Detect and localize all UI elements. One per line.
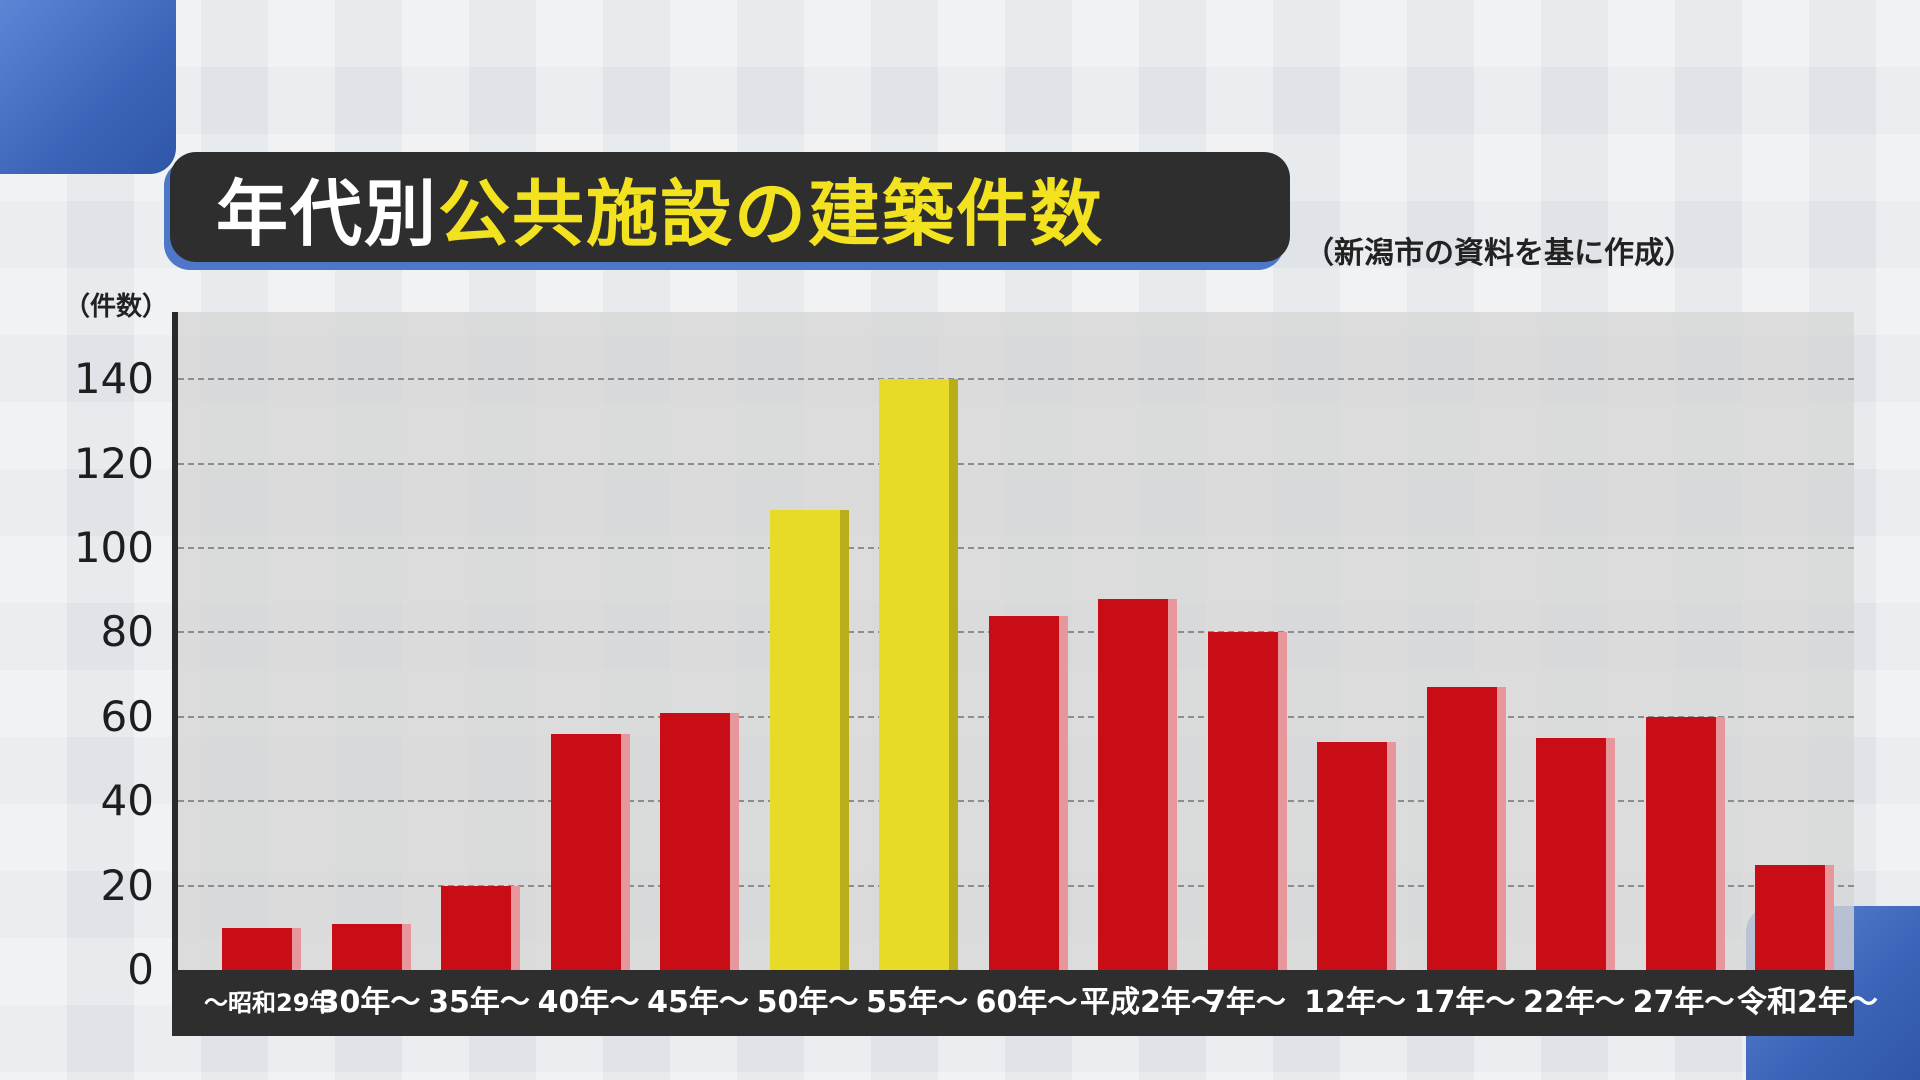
x-tick-label: 22年～ bbox=[1523, 985, 1625, 1020]
y-tick-label: 0 bbox=[127, 945, 154, 994]
bar bbox=[550, 733, 621, 970]
x-tick-label: 27年～ bbox=[1632, 985, 1735, 1020]
x-tick-label: 45年～ bbox=[647, 985, 749, 1020]
y-tick-label: 20 bbox=[100, 860, 154, 910]
x-tick-label: 50年～ bbox=[756, 985, 859, 1020]
y-tick-label: 100 bbox=[73, 523, 154, 572]
gridline bbox=[178, 462, 1854, 465]
x-tick-label: 平成2年～ bbox=[1080, 985, 1221, 1020]
corner-decoration-top-left bbox=[0, 0, 176, 174]
chart-title-white-part: 年代別 bbox=[216, 171, 439, 256]
bar bbox=[441, 885, 511, 970]
y-axis-line bbox=[172, 312, 178, 970]
bar bbox=[1755, 864, 1825, 970]
gridline bbox=[178, 547, 1854, 549]
y-tick-label: 60 bbox=[100, 691, 154, 741]
x-tick-label: 60年～ bbox=[975, 985, 1078, 1020]
x-tick-label: 7年～ bbox=[1205, 985, 1286, 1020]
bar bbox=[988, 615, 1059, 970]
y-tick-label: 140 bbox=[73, 354, 154, 404]
y-axis-unit-label: （件数） bbox=[64, 292, 169, 322]
y-tick-label: 80 bbox=[100, 607, 154, 657]
bar bbox=[879, 379, 949, 970]
bar bbox=[1098, 598, 1168, 970]
chart-title-yellow-part: 公共施設の建築件数 bbox=[438, 171, 1105, 256]
x-tick-label: 35年～ bbox=[428, 985, 530, 1020]
source-note: （新潟市の資料を基に作成） bbox=[1304, 236, 1694, 271]
bar bbox=[1207, 632, 1278, 970]
x-tick-label: 17年～ bbox=[1413, 985, 1516, 1020]
bar bbox=[769, 510, 840, 970]
bar bbox=[1317, 742, 1387, 970]
x-tick-label: 30年～ bbox=[318, 985, 421, 1020]
x-tick-label: 令和2年～ bbox=[1737, 985, 1878, 1020]
chart-title: 年代別 公共施設の建築件数 bbox=[170, 152, 1290, 262]
bar bbox=[331, 923, 402, 970]
y-tick-label: 40 bbox=[100, 776, 154, 826]
x-axis-band bbox=[172, 970, 1854, 1036]
bar bbox=[1536, 737, 1606, 970]
x-tick-label: 55年～ bbox=[866, 985, 968, 1020]
bar bbox=[222, 927, 292, 970]
x-tick-label: 12年～ bbox=[1304, 985, 1406, 1020]
bar bbox=[1645, 716, 1716, 970]
y-tick-label: 120 bbox=[73, 438, 154, 488]
bar bbox=[660, 712, 730, 970]
gridline bbox=[178, 378, 1854, 381]
x-tick-label: ～昭和29年 bbox=[204, 989, 334, 1017]
x-tick-label: 40年～ bbox=[537, 985, 640, 1020]
bar bbox=[1426, 687, 1497, 970]
